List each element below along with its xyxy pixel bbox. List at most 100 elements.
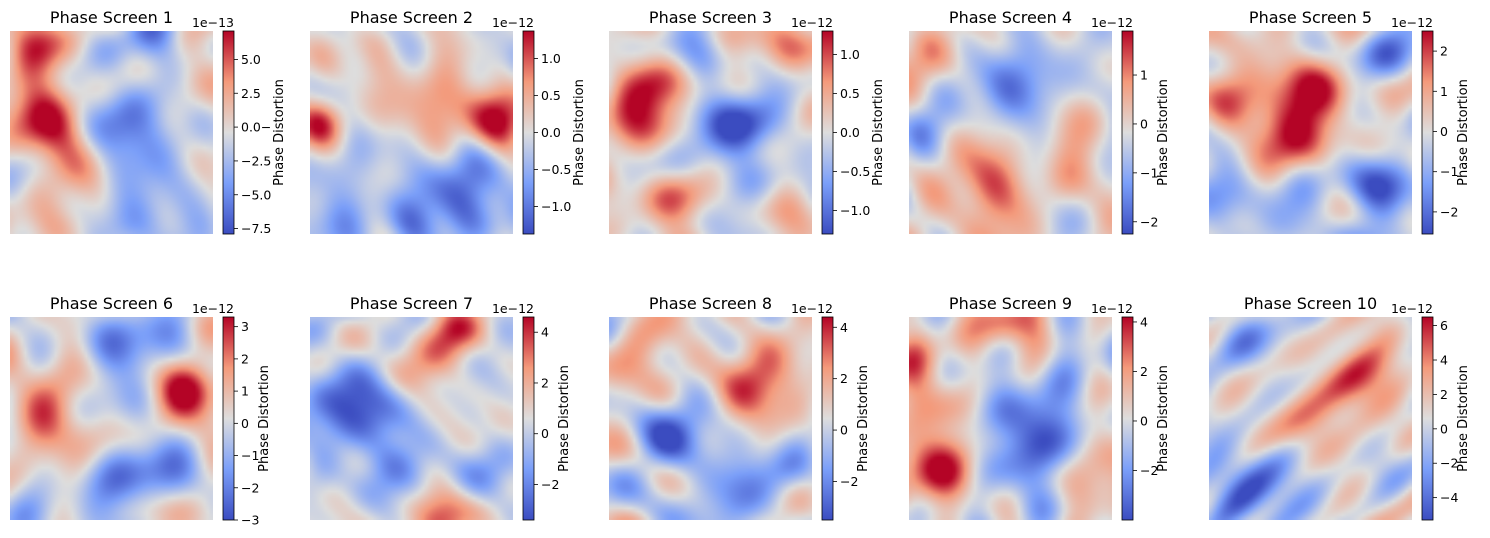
colorbar: [821, 316, 834, 521]
colorbar: [1421, 30, 1434, 235]
colorbar-label: Phase Distortion: [871, 79, 886, 186]
colorbar-offset-text: 1e−12: [492, 15, 534, 30]
colorbar-label: Phase Distortion: [257, 365, 272, 472]
colorbar-tick-label: −2: [1140, 463, 1158, 478]
colorbar-tick-label: 1.0: [840, 47, 860, 62]
phase-screen-heatmap: [609, 31, 812, 234]
colorbar-offset-text: 1e−12: [192, 301, 234, 316]
colorbar-tick-label: 2: [1140, 364, 1148, 379]
colorbar-tick-label: 1: [241, 384, 249, 399]
colorbar: [222, 316, 235, 521]
colorbar-tick-label: −2: [541, 477, 559, 492]
phase-screen-heatmap: [310, 317, 513, 520]
colorbar-label: Phase Distortion: [572, 79, 587, 186]
colorbar-tick-label: −2: [241, 480, 259, 495]
colorbar-tick-label: 0: [1440, 421, 1448, 436]
colorbar-tick-label: −0.5: [840, 164, 870, 179]
colorbar-tick-label: −1: [1140, 165, 1158, 180]
colorbar-tick-label: 2: [840, 371, 848, 386]
panel-title: Phase Screen 8: [649, 294, 772, 313]
phase-screen-panel-8: Phase Screen 8 4 2 0 −2 1e−12 Phase Distortion: [609, 294, 871, 521]
phase-screen-panel-2: Phase Screen 2 1.0 0.5 0.0 −0.5 −1.0 1e−12 Phas…: [310, 8, 587, 235]
phase-screen-panel-4: Phase Screen 4 1 0 −1 −2 1e−12 Phase Distortio…: [909, 8, 1171, 235]
colorbar-tick-label: −2: [1440, 204, 1458, 219]
colorbar: [222, 30, 235, 235]
colorbar-tick-label: 2.5: [241, 86, 261, 101]
panel-title: Phase Screen 7: [350, 294, 473, 313]
phase-screen-heatmap: [10, 31, 213, 234]
colorbar-tick-label: 0.5: [840, 86, 860, 101]
colorbar: [1121, 316, 1134, 521]
colorbar-tick-label: 0: [840, 423, 848, 438]
panel-title: Phase Screen 2: [350, 8, 473, 27]
panel-title: Phase Screen 4: [949, 8, 1072, 27]
colorbar-tick-label: 0: [1440, 124, 1448, 139]
colorbar: [1421, 316, 1434, 521]
colorbar-tick-label: 3: [241, 319, 249, 334]
colorbar-tick-label: 4: [840, 320, 848, 335]
colorbar-label: Phase Distortion: [557, 365, 572, 472]
phase-screen-heatmap: [909, 31, 1112, 234]
colorbar-tick-label: −2: [1140, 214, 1158, 229]
colorbar-offset-text: 1e−12: [492, 301, 534, 316]
phase-screen-panel-3: Phase Screen 3 1.0 0.5 0.0 −0.5 −1.0 1e−12 Phas…: [609, 8, 886, 235]
colorbar-tick-label: −0.5: [541, 162, 571, 177]
colorbar-tick-label: 0: [1140, 413, 1148, 428]
colorbar-tick-label: −5.0: [241, 187, 271, 202]
colorbar-tick-label: 0.5: [541, 88, 561, 103]
colorbar-tick-label: −1: [1440, 164, 1458, 179]
colorbar-tick-label: −7.5: [241, 221, 271, 236]
panel-title: Phase Screen 10: [1244, 294, 1377, 313]
colorbar-label: Phase Distortion: [856, 365, 871, 472]
colorbar-tick-label: 0.0: [541, 125, 561, 140]
colorbar-tick-label: 0: [1140, 116, 1148, 131]
colorbar-offset-text: 1e−12: [1091, 15, 1133, 30]
panel-title: Phase Screen 3: [649, 8, 772, 27]
colorbar-tick-label: 0: [541, 426, 549, 441]
colorbar-tick-label: −1: [241, 448, 259, 463]
colorbar-tick-label: −2.5: [241, 153, 271, 168]
colorbar-offset-text: 1e−12: [1391, 15, 1433, 30]
colorbar-offset-text: 1e−12: [791, 15, 833, 30]
colorbar-tick-label: 2: [1440, 387, 1448, 402]
colorbar-tick-label: 1: [1140, 68, 1148, 83]
colorbar-tick-label: −2: [1440, 456, 1458, 471]
colorbar-tick-label: −2: [840, 474, 858, 489]
phase-screen-heatmap: [1209, 317, 1412, 520]
colorbar-offset-text: 1e−12: [1391, 301, 1433, 316]
colorbar-label: Phase Distortion: [1156, 365, 1171, 472]
colorbar-tick-label: 6: [1440, 318, 1448, 333]
colorbar-offset-text: 1e−12: [791, 301, 833, 316]
colorbar-offset-text: 1e−13: [192, 15, 234, 30]
phase-screen-heatmap: [609, 317, 812, 520]
colorbar-tick-label: 0: [241, 416, 249, 431]
colorbar-label: Phase Distortion: [1156, 79, 1171, 186]
colorbar-tick-label: 4: [1440, 353, 1448, 368]
colorbar: [522, 316, 535, 521]
phase-screen-panel-5: Phase Screen 5 2 1 0 −1 −2 1e−12 Phase Distorti…: [1209, 8, 1471, 235]
phase-screen-panel-7: Phase Screen 7 4 2 0 −2 1e−12 Phase Distortion: [310, 294, 572, 521]
colorbar-tick-label: −1.0: [541, 199, 571, 214]
colorbar-label: Phase Distortion: [1456, 79, 1471, 186]
panel-title: Phase Screen 5: [1249, 8, 1372, 27]
colorbar-tick-label: 2: [1440, 44, 1448, 59]
phase-screen-panel-1: Phase Screen 1 5.0 2.5 0.0− −2.5 −5.0 −7.5 1e−1…: [10, 8, 287, 236]
colorbar-label: Phase Distortion: [272, 79, 287, 186]
panel-title: Phase Screen 6: [50, 294, 173, 313]
panel-title: Phase Screen 9: [949, 294, 1072, 313]
phase-screen-panel-6: Phase Screen 6 3 2 1 0 −1 −2 −3 1e−12 Phase Disto…: [10, 294, 272, 528]
phase-screen-heatmap: [909, 317, 1112, 520]
colorbar-tick-label: 0.0: [840, 125, 860, 140]
colorbar-tick-label: −1.0: [840, 203, 870, 218]
colorbar: [522, 30, 535, 235]
colorbar-offset-text: 1e−12: [1091, 301, 1133, 316]
colorbar-tick-label: 4: [1140, 314, 1148, 329]
colorbar-tick-label: 4: [541, 325, 549, 340]
colorbar-tick-label: 1.0: [541, 51, 561, 66]
phase-screen-heatmap: [310, 31, 513, 234]
colorbar: [1121, 30, 1134, 235]
colorbar-label: Phase Distortion: [1456, 365, 1471, 472]
colorbar-tick-label: 5.0: [241, 52, 261, 67]
colorbar-tick-label: −3: [241, 513, 259, 528]
